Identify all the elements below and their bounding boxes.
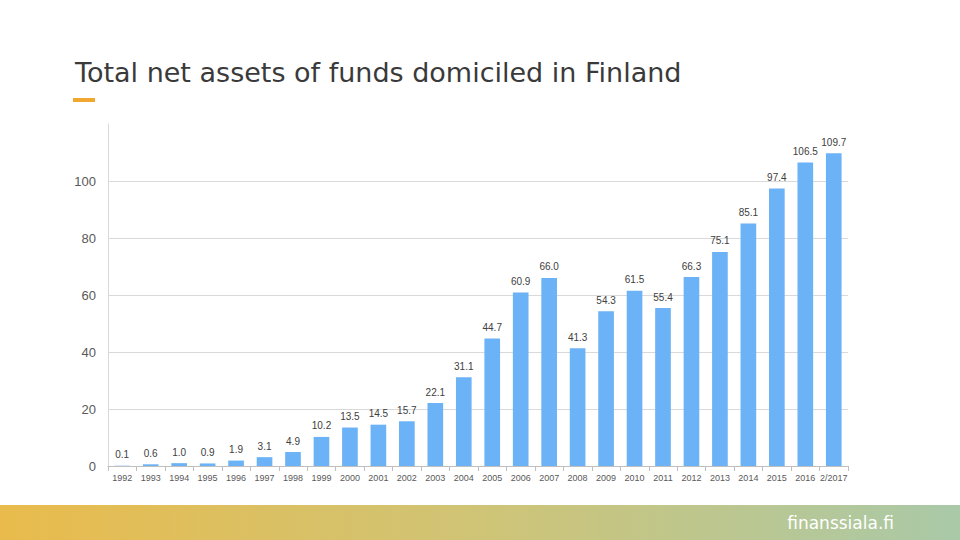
svg-text:4.9: 4.9 <box>286 436 300 447</box>
svg-text:2015: 2015 <box>767 473 787 483</box>
svg-text:2012: 2012 <box>681 473 701 483</box>
svg-text:10.2: 10.2 <box>312 420 332 431</box>
svg-text:2003: 2003 <box>425 473 445 483</box>
svg-text:100: 100 <box>74 174 96 189</box>
svg-text:13.5: 13.5 <box>340 411 360 422</box>
svg-text:14.5: 14.5 <box>369 408 389 419</box>
svg-text:44.7: 44.7 <box>482 322 502 333</box>
svg-text:66.0: 66.0 <box>539 261 559 272</box>
svg-text:40: 40 <box>82 345 96 360</box>
svg-text:2008: 2008 <box>568 473 588 483</box>
svg-text:2011: 2011 <box>653 473 672 483</box>
svg-text:0.6: 0.6 <box>144 448 158 459</box>
svg-text:1995: 1995 <box>198 473 218 483</box>
svg-text:0.1: 0.1 <box>115 449 129 460</box>
svg-text:3.1: 3.1 <box>258 441 272 452</box>
svg-text:31.1: 31.1 <box>454 361 474 372</box>
svg-text:2002: 2002 <box>397 473 417 483</box>
svg-text:61.5: 61.5 <box>625 274 645 285</box>
svg-text:22.1: 22.1 <box>426 387 446 398</box>
svg-text:109.7: 109.7 <box>821 137 846 148</box>
svg-text:80: 80 <box>82 231 96 246</box>
svg-text:54.3: 54.3 <box>596 295 616 306</box>
svg-text:1.0: 1.0 <box>172 447 186 458</box>
svg-text:2/2017: 2/2017 <box>820 473 848 483</box>
svg-text:97.4: 97.4 <box>767 172 787 183</box>
svg-text:60: 60 <box>82 288 96 303</box>
svg-text:2001: 2001 <box>368 473 388 483</box>
svg-text:2005: 2005 <box>482 473 502 483</box>
svg-text:20: 20 <box>82 402 96 417</box>
svg-text:2016: 2016 <box>795 473 815 483</box>
svg-text:60.9: 60.9 <box>511 276 531 287</box>
svg-text:1992: 1992 <box>112 473 132 483</box>
svg-text:0.9: 0.9 <box>201 447 215 458</box>
svg-text:Total net assets of funds domi: Total net assets of funds domiciled in F… <box>74 57 682 88</box>
svg-text:0: 0 <box>89 459 96 474</box>
svg-text:1996: 1996 <box>226 473 246 483</box>
svg-text:1999: 1999 <box>311 473 331 483</box>
svg-text:2006: 2006 <box>511 473 531 483</box>
svg-text:2010: 2010 <box>625 473 645 483</box>
svg-text:1.9: 1.9 <box>229 444 243 455</box>
svg-text:41.3: 41.3 <box>568 332 588 343</box>
svg-text:2007: 2007 <box>539 473 559 483</box>
svg-text:2014: 2014 <box>738 473 758 483</box>
svg-text:2009: 2009 <box>596 473 616 483</box>
svg-text:2000: 2000 <box>340 473 360 483</box>
svg-text:66.3: 66.3 <box>682 261 702 272</box>
svg-text:15.7: 15.7 <box>397 405 417 416</box>
svg-text:1998: 1998 <box>283 473 303 483</box>
svg-text:55.4: 55.4 <box>653 292 673 303</box>
svg-text:106.5: 106.5 <box>793 146 818 157</box>
svg-text:finanssiala.fi: finanssiala.fi <box>787 513 894 533</box>
svg-text:85.1: 85.1 <box>739 207 759 218</box>
svg-text:75.1: 75.1 <box>710 235 730 246</box>
svg-text:2004: 2004 <box>454 473 474 483</box>
svg-text:2013: 2013 <box>710 473 730 483</box>
svg-text:1994: 1994 <box>169 473 189 483</box>
svg-text:1997: 1997 <box>255 473 275 483</box>
svg-text:1993: 1993 <box>141 473 161 483</box>
